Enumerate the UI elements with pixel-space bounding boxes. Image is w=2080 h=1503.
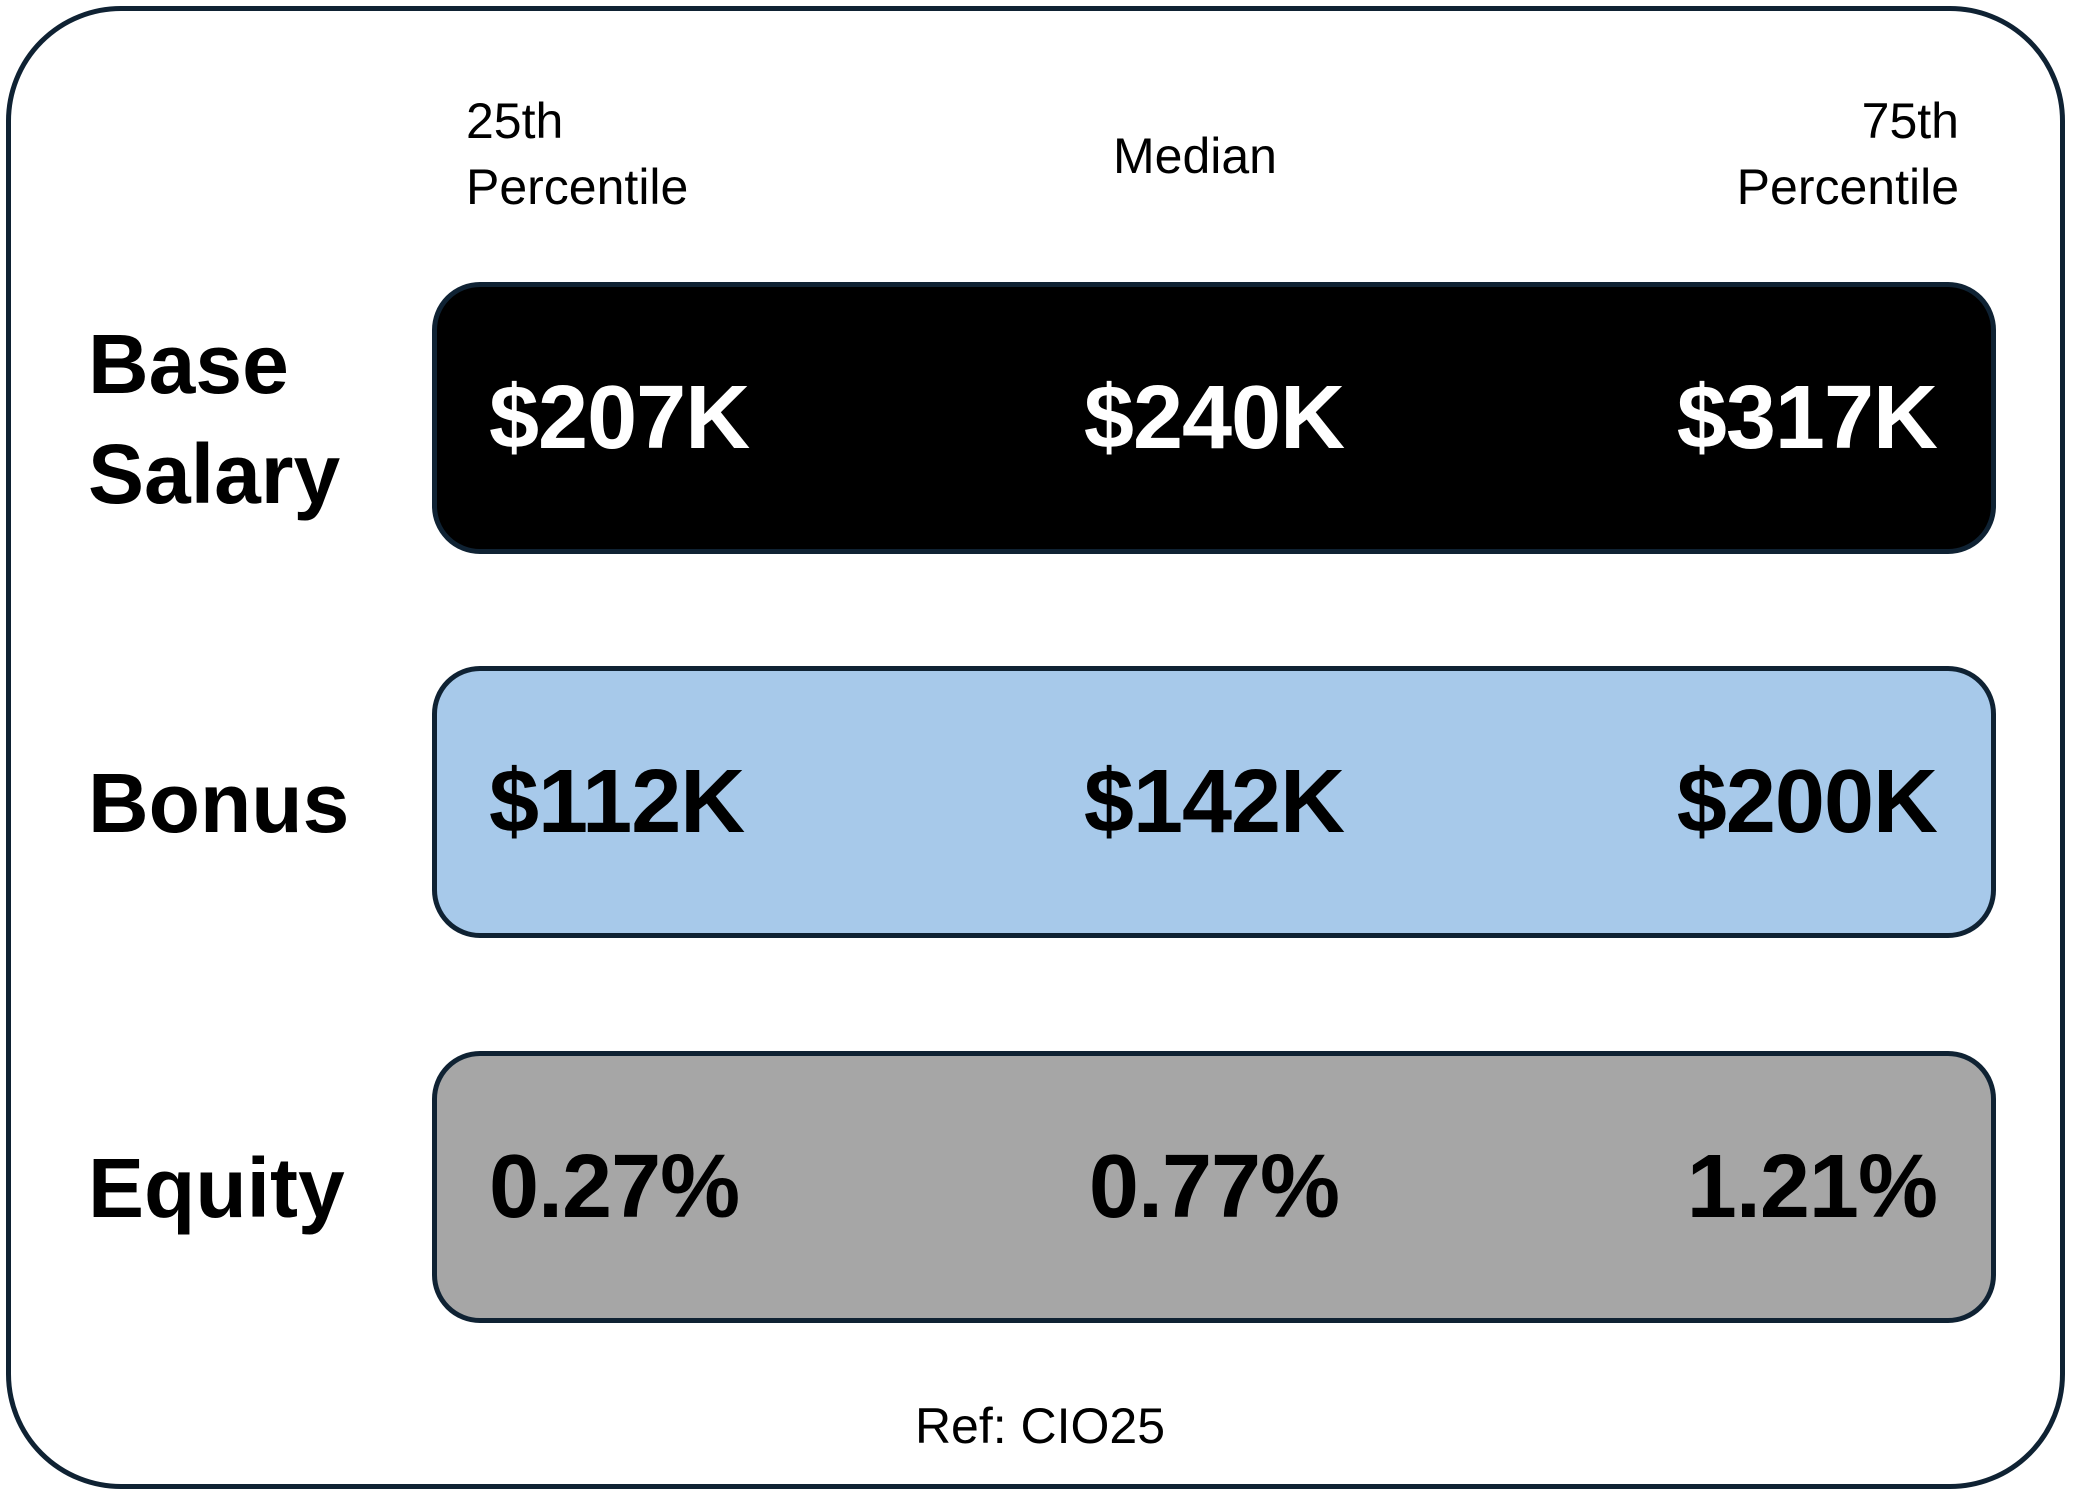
row-label-base-salary-line-1: Base <box>88 317 289 411</box>
bonus-25th-value: $112K <box>489 751 745 852</box>
column-header-25th-line-1: 25th <box>466 93 564 149</box>
equity-median-value: 0.77% <box>1088 1136 1340 1237</box>
base-salary-75th-value: $317K <box>1676 367 1938 468</box>
column-header-75th-line-1: 75th <box>1861 93 1959 149</box>
row-label-bonus: Bonus <box>88 748 349 858</box>
row-label-base-salary-line-2: Salary <box>88 427 341 521</box>
equity-bar: 0.27% 0.77% 1.21% <box>432 1051 1996 1323</box>
base-salary-bar: $207K $240K $317K <box>432 282 1996 554</box>
column-header-25th-percentile: 25th Percentile <box>466 88 688 220</box>
base-salary-25th-value: $207K <box>489 367 750 468</box>
equity-25th-value: 0.27% <box>489 1136 740 1237</box>
equity-75th-value: 1.21% <box>1686 1136 1938 1237</box>
row-label-equity: Equity <box>88 1133 345 1243</box>
bonus-75th-value: $200K <box>1676 751 1938 852</box>
row-label-base-salary: Base Salary <box>88 309 340 529</box>
bonus-median-value: $142K <box>1083 751 1345 852</box>
base-salary-median-value: $240K <box>1083 367 1345 468</box>
column-header-75th-line-2: Percentile <box>1736 159 1959 215</box>
column-header-median: Median <box>1113 128 1277 184</box>
reference-note: Ref: CIO25 <box>914 1398 1166 1454</box>
column-header-75th-percentile: 75th Percentile <box>1737 88 1959 220</box>
column-header-25th-line-2: Percentile <box>466 159 689 215</box>
row-label-equity-line-1: Equity <box>88 1141 345 1235</box>
row-label-bonus-line-1: Bonus <box>88 756 350 850</box>
bonus-bar: $112K $142K $200K <box>432 666 1996 938</box>
